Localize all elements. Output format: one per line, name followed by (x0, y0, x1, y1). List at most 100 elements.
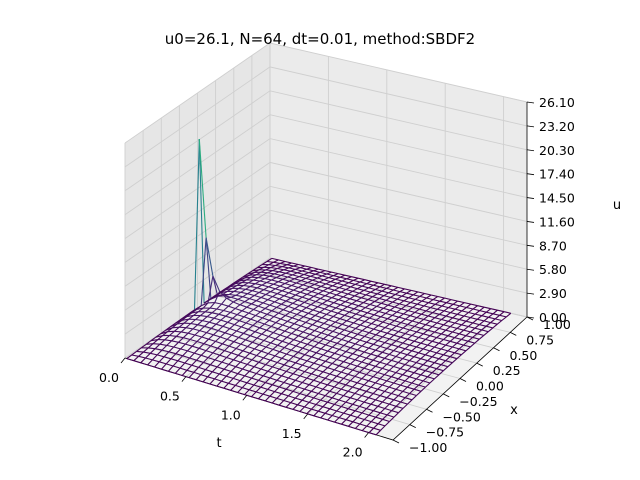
surface-segment (209, 302, 216, 309)
surface-segment (234, 320, 240, 326)
surface-segment (258, 291, 266, 296)
surface-segment (481, 325, 487, 331)
surface-segment (241, 326, 249, 330)
surface-segment (283, 360, 290, 366)
surface-segment (140, 357, 146, 364)
surface-segment (327, 346, 333, 352)
surface-segment (193, 371, 201, 376)
surface-segment (350, 343, 356, 349)
surface-segment (319, 311, 327, 315)
surface-segment (169, 334, 177, 337)
surface-segment (464, 302, 472, 305)
surface-segment (416, 300, 423, 305)
surface-segment (295, 362, 303, 366)
surface-segment (402, 342, 410, 346)
surface-segment (393, 331, 399, 336)
surface-segment (189, 357, 197, 361)
surface-segment (334, 365, 340, 371)
surface-segment (171, 340, 179, 343)
surface-segment (251, 377, 259, 381)
surface-segment (429, 346, 435, 352)
surface-segment (314, 326, 320, 332)
surface-segment (315, 348, 322, 354)
surface-segment (455, 308, 462, 312)
surface-segment (313, 362, 321, 366)
surface-segment (375, 399, 383, 403)
surface-segment (330, 307, 337, 312)
surface-segment (366, 357, 374, 361)
surface-segment (126, 358, 134, 362)
surface-segment (412, 291, 419, 296)
surface-segment (316, 336, 324, 340)
surface-segment (404, 329, 411, 335)
surface-segment (248, 328, 256, 333)
surface-segment (336, 291, 342, 296)
surface-segment (258, 398, 266, 402)
surface-segment (310, 275, 318, 279)
surface-segment (368, 347, 376, 351)
surface-segment (410, 315, 418, 319)
surface-segment (407, 354, 415, 358)
surface-segment (386, 414, 395, 418)
surface-segment (338, 412, 344, 418)
surface-segment (458, 348, 467, 352)
surface-segment (277, 328, 285, 332)
surface-segment (412, 303, 418, 308)
surface-segment (418, 322, 426, 326)
surface-segment (165, 327, 173, 331)
surface-segment (384, 283, 392, 287)
surface-segment (368, 432, 377, 436)
surface-segment (269, 373, 276, 379)
surface-segment (221, 361, 229, 365)
surface-segment (208, 334, 214, 340)
surface-segment (341, 371, 349, 375)
surface-segment (262, 274, 270, 277)
surface-segment (313, 397, 321, 401)
surface-segment (472, 318, 478, 324)
surface-segment (345, 351, 353, 355)
surface-segment (328, 319, 336, 323)
surface-segment (224, 295, 232, 298)
surface-segment (334, 333, 340, 338)
surface-segment (175, 348, 181, 355)
surface-segment (316, 317, 323, 322)
surface-segment (372, 372, 379, 378)
surface-segment (361, 374, 367, 380)
x-tick-label: 0.50 (510, 348, 538, 363)
surface-segment (326, 297, 333, 302)
surface-segment (384, 390, 392, 395)
surface-segment (426, 297, 434, 301)
surface-segment (288, 292, 296, 296)
surface-segment (264, 323, 272, 327)
surface-segment (261, 284, 269, 288)
surface-segment (242, 346, 248, 352)
surface-segment (322, 290, 330, 294)
surface-segment (397, 390, 404, 397)
surface-segment (170, 323, 178, 328)
u-axis-label: u (613, 198, 621, 213)
surface-segment (381, 290, 389, 294)
surface-segment (425, 370, 433, 374)
surface-segment (252, 337, 258, 343)
surface-segment (266, 279, 272, 283)
surface-segment (243, 312, 250, 318)
surface-segment (384, 327, 392, 331)
surface-segment (315, 300, 323, 305)
surface-segment (314, 330, 322, 334)
surface-segment (318, 322, 325, 328)
surface-segment (236, 310, 243, 316)
surface-segment (403, 313, 411, 317)
surface-segment (246, 377, 252, 384)
surface-segment (380, 412, 388, 416)
surface-segment (150, 352, 158, 356)
surface-segment (228, 301, 234, 307)
surface-segment (275, 288, 283, 292)
surface-segment (216, 308, 224, 312)
surface-segment (185, 323, 192, 329)
surface-segment (296, 282, 304, 286)
surface-segment (425, 310, 433, 314)
surface-segment (352, 333, 359, 339)
surface-segment (343, 408, 349, 414)
surface-segment (186, 369, 195, 373)
surface-segment (345, 286, 351, 290)
